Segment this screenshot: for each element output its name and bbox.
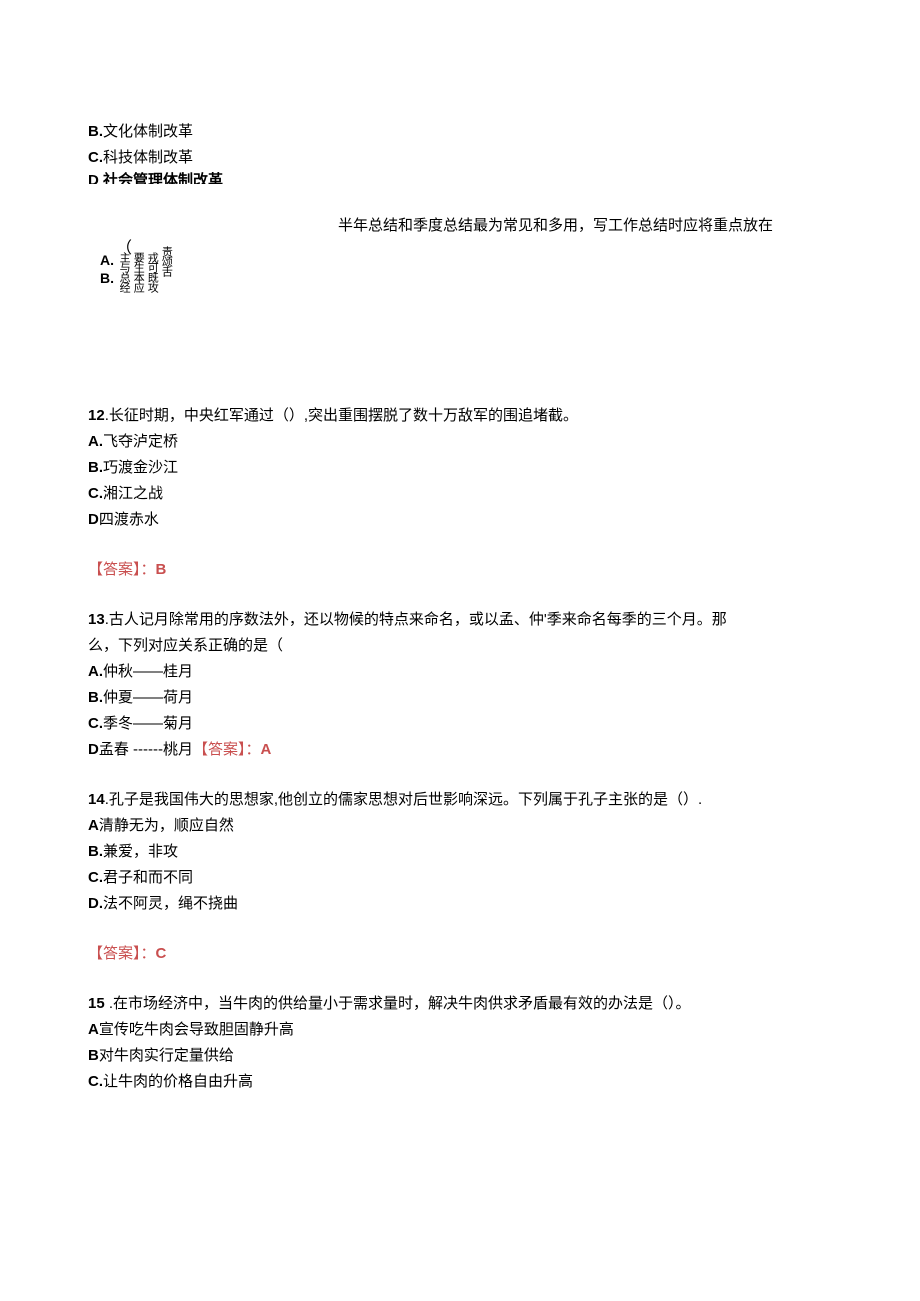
q13-block: 13.古人记月除常用的序数法外，还以物候的特点来命名，或以孟、仲'季来命名每季的… <box>88 608 832 762</box>
q11-label-b: B. <box>100 270 114 286</box>
q15-block: 15 .在市场经济中，当牛肉的供给量小于需求量时，解决牛肉供求矛盾最有效的办法是… <box>88 992 832 1094</box>
q13-option-b: B.仲夏——荷月 <box>88 686 832 710</box>
q11-block: 半年总结和季度总结最为常见和多用，写工作总结时应将重点放在 （ A. B. 主与… <box>88 234 832 324</box>
q14-stem: 14.孔子是我国伟大的思想家,他创立的儒家思想对后世影响深远。下列属于孔子主张的… <box>88 788 832 812</box>
q14-option-d: D.法不阿灵，绳不挠曲 <box>88 892 832 916</box>
q12-block: 12.长征时期，中央红军通过（）,突出重围摆脱了数十万敌军的围追堵截。 A.飞夺… <box>88 404 832 532</box>
q14-option-b: B.兼爱，非攻 <box>88 840 832 864</box>
q12-answer: 【答案】：B <box>88 558 832 582</box>
q15-option-c: C.让牛肉的价格自由升高 <box>88 1070 832 1094</box>
q11-fragment: 半年总结和季度总结最为常见和多用，写工作总结时应将重点放在 <box>338 214 773 235</box>
q13-option-a: A.仲秋——桂月 <box>88 660 832 684</box>
q13-stem-1: 13.古人记月除常用的序数法外，还以物候的特点来命名，或以孟、仲'季来命名每季的… <box>88 608 832 632</box>
q14-option-a: A清静无为，顺应自然 <box>88 814 832 838</box>
option-b-text: B.B.文化体制改革文化体制改革 <box>88 120 832 144</box>
q15-option-b: B对牛肉实行定量供给 <box>88 1044 832 1068</box>
q11-vcol-2: 要生本应 <box>132 252 144 292</box>
q14-option-c: C.君子和而不同 <box>88 866 832 890</box>
q13-option-d: D孟春 ------桃月【答案】：A <box>88 738 832 762</box>
q15-stem: 15 .在市场经济中，当牛肉的供给量小于需求量时，解决牛肉供求矛盾最有效的办法是… <box>88 992 832 1016</box>
q13-stem-2: 么，下列对应关系正确的是（ <box>88 634 832 658</box>
q12-option-d: D四渡赤水 <box>88 508 832 532</box>
q12-stem: 12.长征时期，中央红军通过（）,突出重围摆脱了数十万敌军的围追堵截。 <box>88 404 832 428</box>
q12-option-b: B.巧渡金沙江 <box>88 456 832 480</box>
q12-option-c: C.湘江之战 <box>88 482 832 506</box>
q12-option-a: A.飞夺泸定桥 <box>88 430 832 454</box>
q14-block: 14.孔子是我国伟大的思想家,他创立的儒家思想对后世影响深远。下列属于孔子主张的… <box>88 788 832 916</box>
q14-answer: 【答案】：C <box>88 942 832 966</box>
q13-option-c: C.季冬——菊月 <box>88 712 832 736</box>
option-c-text: C.科技体制改革 <box>88 146 832 170</box>
q11-vcol-3: 戎可既攻 <box>146 252 158 292</box>
q11-vcol-1: 主与总经 <box>118 252 130 292</box>
q11-vcol-4: 责颂舌 <box>160 246 172 292</box>
q15-option-a: A宣传吃牛肉会导致胆固静升高 <box>88 1018 832 1042</box>
option-d-truncated: D 社会管理体制改革 <box>88 172 832 184</box>
q11-label-a: A. <box>100 252 114 268</box>
